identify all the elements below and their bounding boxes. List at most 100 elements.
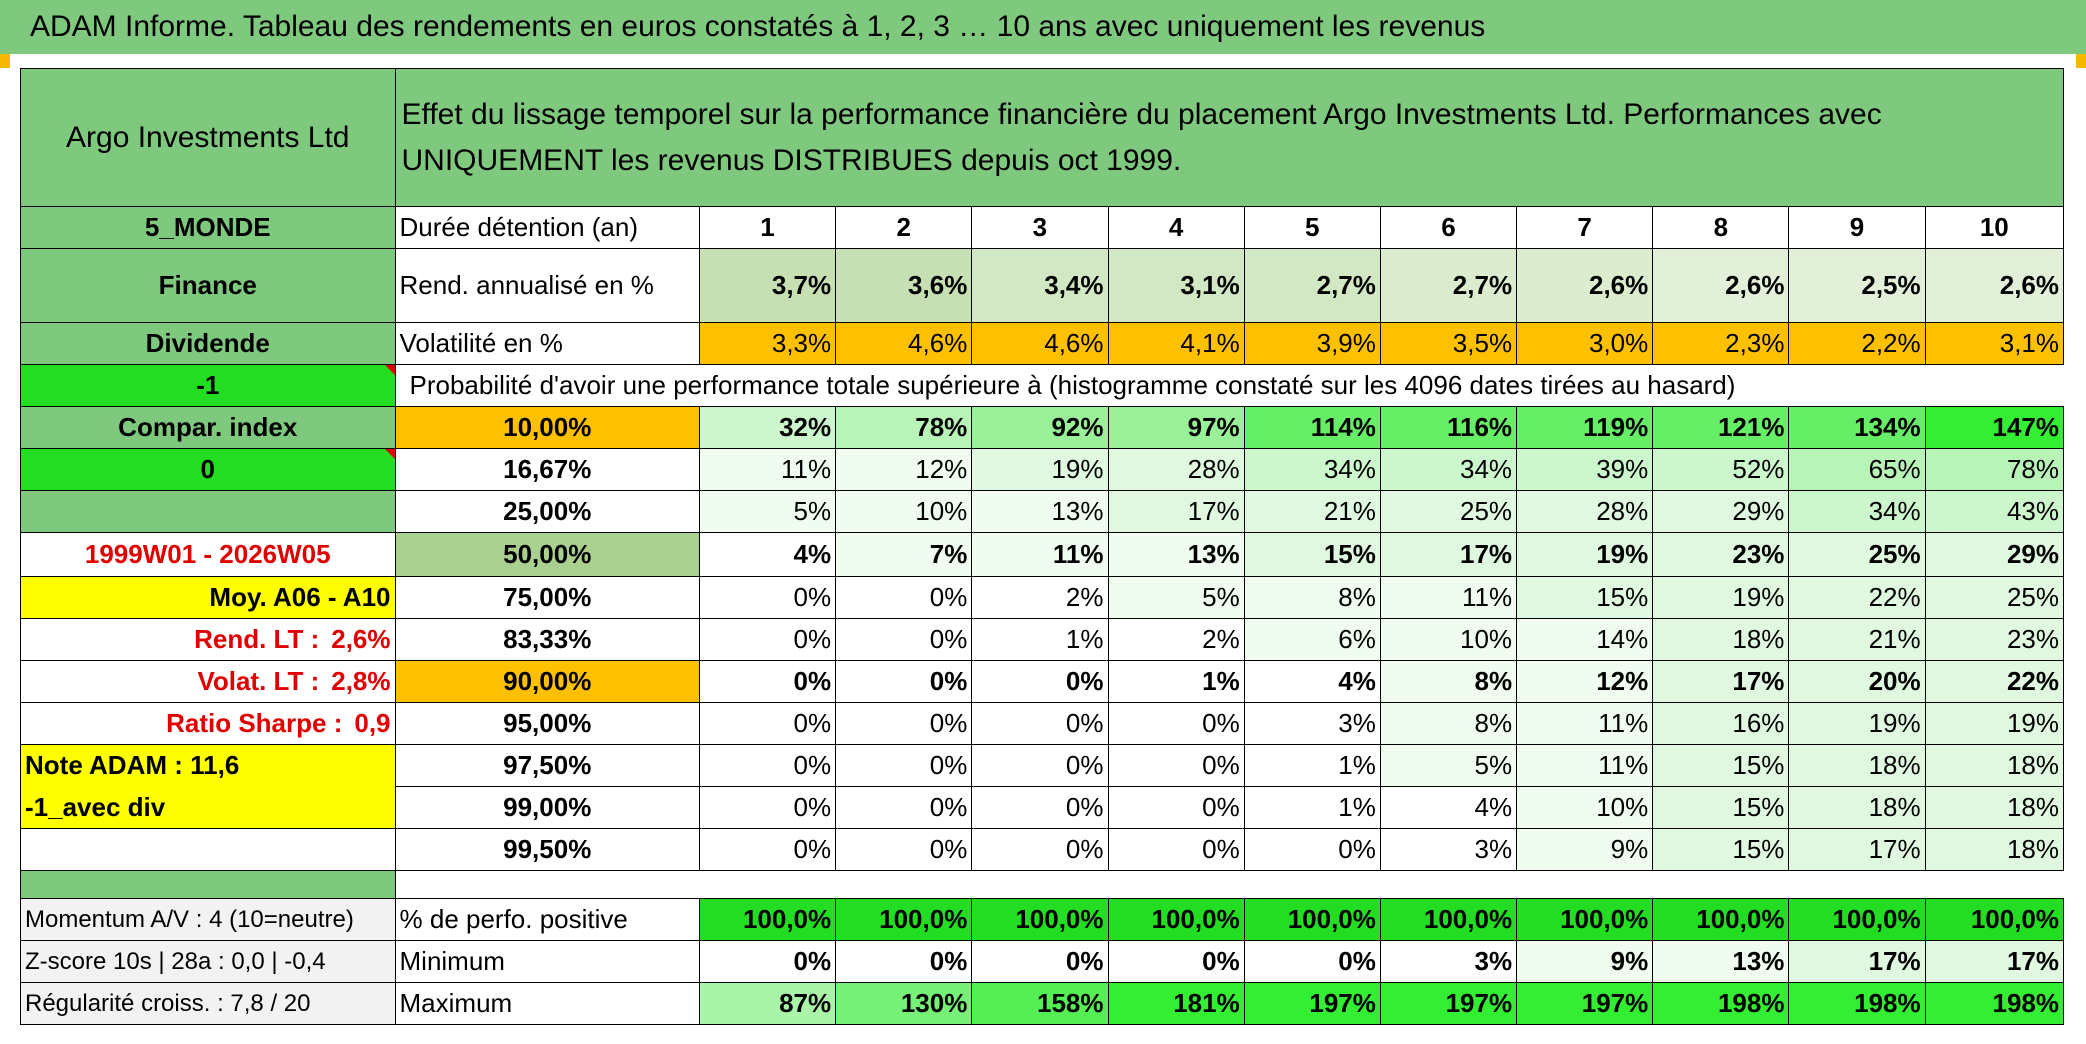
- probability-row: Volat. LT :2,8% 90,00% 0% 0% 0% 1% 4% 8% 12% 17% 2…: [20, 660, 2065, 703]
- probability-value: 8%: [1379, 702, 1518, 745]
- probability-value: 17%: [1652, 660, 1790, 703]
- positive-value: 100,0%: [1788, 898, 1926, 941]
- probability-value: 19%: [1516, 532, 1654, 577]
- probability-value: 5%: [1107, 576, 1245, 619]
- positive-value: 100,0%: [1924, 898, 2065, 941]
- rend-value: 3,4%: [971, 248, 1109, 323]
- probability-row: 99,50% 0% 0% 0% 0% 0% 3% 9% 15% 17% 18%: [20, 828, 2065, 871]
- volat-lt: Volat. LT : 2,8%: [20, 660, 396, 703]
- probability-value: 4%: [1379, 786, 1518, 829]
- type-label: Dividende: [20, 322, 396, 365]
- probability-value: 18%: [1924, 744, 2065, 787]
- probability-row: Note ADAM : 11,6 97,50% 0% 0% 0% 0% 1% 5% 11% 15%…: [20, 744, 2065, 787]
- probability-value: 15%: [1243, 532, 1381, 577]
- probability-value: 39%: [1516, 448, 1654, 491]
- probability-value: 9%: [1516, 828, 1654, 871]
- probability-value: 0%: [835, 660, 973, 703]
- probability-value: 19%: [1924, 702, 2065, 745]
- year-header: 9: [1788, 206, 1926, 249]
- maximum-value: 197%: [1379, 982, 1518, 1025]
- probability-value: 18%: [1924, 786, 2065, 829]
- regularite-label: Régularité croiss. : 7,8 / 20: [20, 982, 396, 1025]
- rend-lt: Rend. LT : 2,6%: [20, 618, 396, 661]
- probability-value: 34%: [1243, 448, 1381, 491]
- probability-value: 10%: [1379, 618, 1518, 661]
- probability-value: 25%: [1379, 490, 1518, 533]
- probability-value: 78%: [1924, 448, 2065, 491]
- rend-value: 3,1%: [1107, 248, 1245, 323]
- maximum-label: Maximum: [394, 982, 700, 1025]
- probability-value: 1%: [971, 618, 1109, 661]
- threshold-value: 97,50%: [394, 744, 700, 787]
- year-header: 7: [1516, 206, 1654, 249]
- probability-value: 25%: [1788, 532, 1926, 577]
- probability-value: 6%: [1243, 618, 1381, 661]
- probability-value: 28%: [1516, 490, 1654, 533]
- sharpe-value: 0,9: [354, 708, 391, 738]
- maximum-value: 181%: [1107, 982, 1245, 1025]
- probability-value: 92%: [971, 406, 1109, 449]
- year-header: 5: [1243, 206, 1381, 249]
- probability-value: 17%: [1379, 532, 1518, 577]
- probability-row: Ratio Sharpe :0,9 95,00% 0% 0% 0% 0% 3% 8% 11% 16…: [20, 702, 2065, 745]
- probability-value: 34%: [1379, 448, 1518, 491]
- description: Effet du lissage temporel sur la perform…: [394, 68, 2065, 207]
- avec-div: -1_avec div: [20, 786, 396, 829]
- probability-value: 65%: [1788, 448, 1926, 491]
- blank-cell: [20, 828, 396, 871]
- probability-value: 78%: [835, 406, 973, 449]
- probability-value: 121%: [1652, 406, 1790, 449]
- probability-value: 23%: [1652, 532, 1790, 577]
- rend-label: Rend. annualisé en %: [394, 248, 700, 323]
- spacer-row: [20, 870, 2064, 899]
- rend-value: 3,6%: [835, 248, 973, 323]
- probability-value: 5%: [698, 490, 837, 533]
- probability-value: 3%: [1243, 702, 1381, 745]
- code-label: -1: [20, 364, 396, 407]
- maximum-value: 197%: [1243, 982, 1381, 1025]
- probability-value: 134%: [1788, 406, 1926, 449]
- report-title: ADAM Informe. Tableau des rendements en …: [0, 0, 2086, 54]
- threshold-value: 10,00%: [394, 406, 700, 449]
- probability-value: 0%: [971, 744, 1109, 787]
- probability-value: 25%: [1924, 576, 2065, 619]
- probability-value: 15%: [1652, 786, 1790, 829]
- minimum-value: 17%: [1788, 940, 1926, 983]
- probability-value: 0%: [971, 786, 1109, 829]
- threshold-value: 95,00%: [394, 702, 700, 745]
- probability-value: 13%: [1107, 532, 1245, 577]
- probability-value: 20%: [1788, 660, 1926, 703]
- probability-row: 1999W01 - 2026W05 50,00% 4% 7% 11% 13% 15% 17% 1…: [20, 532, 2065, 577]
- probability-value: 18%: [1924, 828, 2065, 871]
- probability-value: 10%: [835, 490, 973, 533]
- minimum-value: 0%: [971, 940, 1109, 983]
- probability-value: 15%: [1516, 576, 1654, 619]
- probability-value: 34%: [1788, 490, 1926, 533]
- probability-value: 19%: [1652, 576, 1790, 619]
- probability-value: 19%: [1788, 702, 1926, 745]
- probability-row: Compar. index 10,00% 32% 78% 92% 97% 114% 116% 1…: [20, 406, 2065, 449]
- probability-row: Rend. LT :2,6% 83,33% 0% 0% 1% 2% 6% 10% 14% 18% 2…: [20, 618, 2065, 661]
- probability-value: 0%: [835, 828, 973, 871]
- probability-row: Moy. A06 - A10 75,00% 0% 0% 2% 5% 8% 11% 15% 19% 2…: [20, 576, 2065, 619]
- probability-value: 0%: [971, 828, 1109, 871]
- threshold-value: 16,67%: [394, 448, 700, 491]
- probability-value: 116%: [1379, 406, 1518, 449]
- vol-value: 4,6%: [835, 322, 973, 365]
- vol-value: 4,6%: [971, 322, 1109, 365]
- years-row: 5_MONDE Durée détention (an) 1 2 3 4 5 6 7 8 9 10: [20, 206, 2065, 249]
- probability-value: 11%: [971, 532, 1109, 577]
- corner-marker: [2076, 54, 2086, 68]
- vol-row: Dividende Volatilité en % 3,3% 4,6% 4,6% 4,…: [20, 322, 2065, 365]
- probability-value: 17%: [1107, 490, 1245, 533]
- probability-value: 4%: [1243, 660, 1381, 703]
- maximum-value: 87%: [698, 982, 837, 1025]
- probability-value: 10%: [1516, 786, 1654, 829]
- rend-row: Finance Rend. annualisé en % 3,7% 3,6% 3,4…: [20, 248, 2065, 323]
- probability-value: 11%: [698, 448, 837, 491]
- compar-index-label: Compar. index: [20, 406, 396, 449]
- probability-value: 0%: [835, 744, 973, 787]
- threshold-value: 90,00%: [394, 660, 700, 703]
- vol-label: Volatilité en %: [394, 322, 700, 365]
- probability-value: 119%: [1516, 406, 1654, 449]
